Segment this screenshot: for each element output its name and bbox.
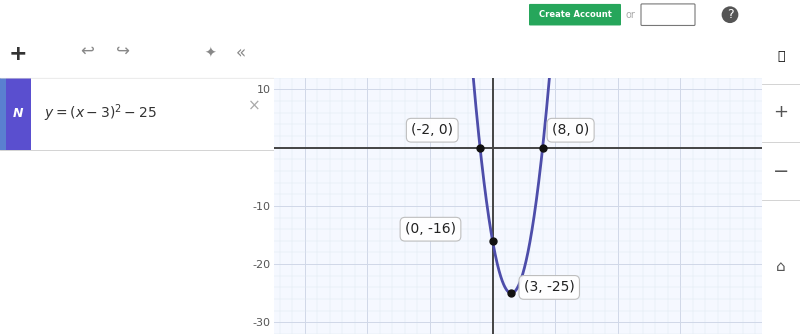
Text: −: − <box>773 162 789 181</box>
Text: ×: × <box>248 99 261 114</box>
FancyBboxPatch shape <box>529 4 621 25</box>
Text: Sign In: Sign In <box>653 10 683 19</box>
Text: 🔧: 🔧 <box>777 50 785 63</box>
Text: (3, -25): (3, -25) <box>524 281 574 295</box>
Bar <box>0 78 274 150</box>
Text: (-2, 0): (-2, 0) <box>411 123 454 137</box>
Text: (8, 0): (8, 0) <box>552 123 590 137</box>
Text: ?: ? <box>726 8 734 21</box>
Text: (0, -16): (0, -16) <box>405 222 456 236</box>
Text: $y=(x-3)^2-25$: $y=(x-3)^2-25$ <box>44 103 157 125</box>
Text: «: « <box>236 45 246 62</box>
Bar <box>6 78 30 150</box>
Text: Untitled Graph: Untitled Graph <box>30 8 122 21</box>
Text: desmos: desmos <box>360 5 440 24</box>
Text: ↩: ↩ <box>81 42 94 60</box>
Text: ⬡: ⬡ <box>700 8 712 22</box>
Text: ≡: ≡ <box>8 7 21 22</box>
Text: ✦: ✦ <box>205 47 217 60</box>
Text: +: + <box>774 103 788 121</box>
Text: or: or <box>625 10 635 20</box>
Text: +: + <box>9 44 27 63</box>
Text: ◉: ◉ <box>751 8 762 21</box>
Text: Create Account: Create Account <box>538 10 611 19</box>
Text: ⌂: ⌂ <box>776 260 786 275</box>
Bar <box>0 78 6 150</box>
Text: N: N <box>13 107 23 120</box>
Text: ↪: ↪ <box>116 42 130 60</box>
